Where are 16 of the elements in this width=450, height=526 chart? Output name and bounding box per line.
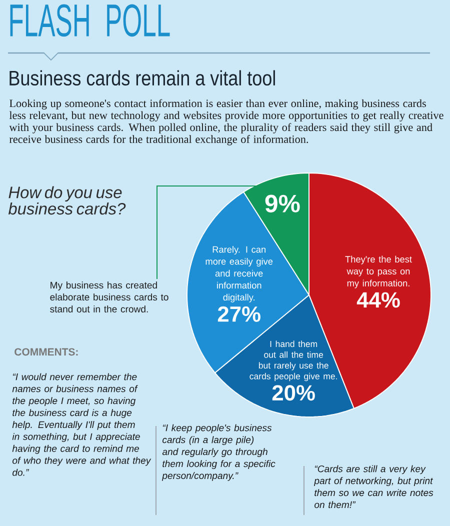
data-label: 20% bbox=[272, 385, 315, 401]
slice-label: They're the best way to pass on my information. bbox=[345, 256, 412, 288]
chart-title: FLASH POLL bbox=[10, 4, 170, 37]
text: “I would never remember the names or business names of the people I meet, so having the business card is a huge help. Eventually I'll put them in something, but I appreciate having the card to remind me of who they were and what they do.” bbox=[12, 373, 152, 476]
data-label: 9% bbox=[265, 194, 300, 212]
data-label: 27% bbox=[218, 306, 260, 322]
text: COMMENTS: bbox=[14, 348, 78, 356]
slice-label: Rarely. I can more easily give and receive information digitally. bbox=[206, 246, 273, 302]
text: How do you use business cards? bbox=[8, 186, 126, 215]
text: “I keep people's business cards (in a large pile) and regularly go through them looking for a specific person/company.” bbox=[162, 424, 276, 481]
text: Looking up someone's contact information is easier than ever online, making business cards less relevant, but new technology and websites provide more opportunities to get really creative with your business cards. When polled online, the plurality of readers said they still give and receive business cards for the traditional exchange of information. bbox=[9, 99, 444, 146]
slice-label: I hand them out all the time but rarely use the cards people give me. bbox=[250, 340, 337, 382]
data-label: 44% bbox=[356, 292, 400, 308]
text: “Cards are still a very key part of networking, but print them so we can write notes on them!” bbox=[314, 465, 434, 508]
slice-label: My business has created elaborate business cards to stand out in the crowd. bbox=[50, 282, 168, 312]
chart-subtitle: Business cards remain a vital tool bbox=[10, 70, 275, 86]
